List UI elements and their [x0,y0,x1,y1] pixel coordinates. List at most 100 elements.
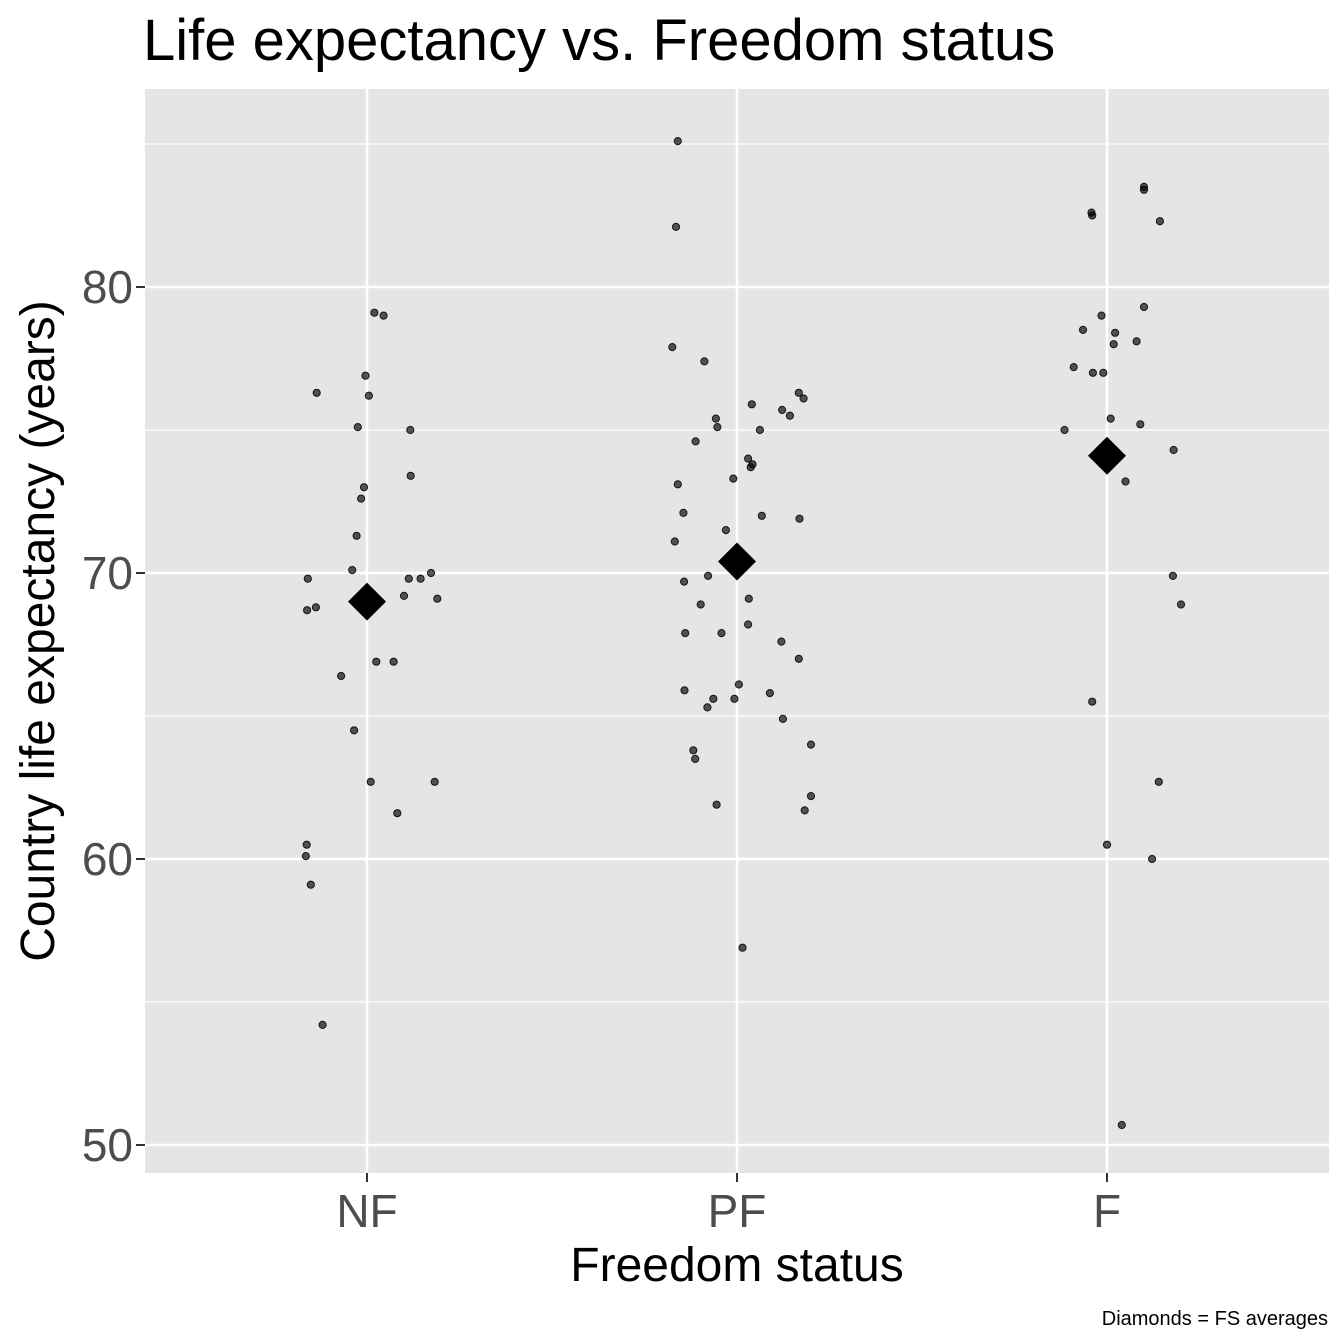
data-point [680,686,689,695]
y-axis-title: Country life expectancy (years) [12,300,65,962]
major-gridlines [145,89,1329,1173]
data-point [806,740,816,749]
data-point [389,657,398,666]
data-point [303,606,312,615]
data-point [703,703,712,712]
data-point [748,460,757,469]
data-point [311,603,320,612]
data-point [361,371,370,380]
data-point [366,777,375,786]
data-point [1102,840,1112,849]
data-point [1088,697,1097,706]
data-point [1069,363,1078,372]
average-diamond [348,582,386,621]
data-point [1099,368,1108,377]
data-point [302,840,311,849]
data-point [691,437,700,446]
data-point [778,405,787,415]
x-tick-label: F [1093,1185,1121,1237]
data-point [734,680,744,689]
data-point [757,511,766,520]
data-point [1109,340,1118,349]
data-point [671,222,681,231]
data-point [747,400,756,409]
data-point [799,394,808,403]
x-axis-title: Freedom status [570,1239,903,1292]
data-point [713,423,722,432]
y-tick-label: 70 [82,547,133,599]
data-point [717,629,726,638]
x-tick-label: PF [708,1185,767,1237]
average-diamond [1088,436,1126,475]
data-point [1139,302,1149,312]
data-point [312,388,321,397]
data-point [709,694,718,703]
data-point [1139,182,1149,191]
data-point [696,600,705,609]
data-point [430,777,439,786]
data-point [681,629,690,638]
data-point [670,537,679,546]
data-point [393,809,402,818]
data-points [301,137,1186,1130]
data-point [673,480,682,489]
data-point [785,411,795,420]
chart-caption: Diamonds = FS averages [1102,1308,1328,1330]
data-point [372,657,381,666]
data-point [1117,1120,1126,1130]
data-point [673,137,682,146]
data-point [680,577,689,586]
data-point [301,852,310,861]
chart-title: Life expectancy vs. Freedom status [143,8,1055,73]
data-point [1155,217,1165,226]
data-point [416,574,425,583]
data-point [1060,425,1069,435]
data-point [744,620,753,629]
data-point [800,806,809,815]
data-point [1132,337,1141,346]
data-point [729,474,738,483]
data-point [704,571,713,581]
data-point [406,471,415,480]
data-point [318,1020,327,1030]
data-point [399,591,409,601]
average-diamond [718,542,756,581]
data-point [350,726,359,735]
x-tick-label: NF [336,1185,397,1237]
data-point [712,800,721,809]
data-point [370,308,379,317]
data-point [303,574,312,583]
data-point [353,423,362,432]
data-point [744,594,753,603]
data-point [1121,477,1130,486]
data-point [1176,600,1186,609]
data-point [795,514,804,523]
data-point [1168,571,1178,581]
average-diamonds [348,436,1126,621]
data-point [364,391,373,400]
data-point [406,425,415,435]
data-point [433,594,442,603]
data-point [348,566,357,575]
data-point [426,568,436,578]
data-point [379,311,388,320]
data-point [1111,328,1120,337]
data-point [744,454,753,463]
y-tick-label: 60 [82,833,133,885]
data-point [1078,325,1088,334]
y-tick-label: 80 [82,261,133,313]
data-point [1136,420,1145,429]
data-point [794,388,803,397]
data-point [1154,777,1163,786]
y-tick-label: 50 [82,1119,133,1171]
data-point [691,754,700,764]
data-point [730,694,739,703]
data-point [738,943,747,952]
data-point [1106,414,1115,423]
data-point [668,343,677,352]
data-point [765,689,775,698]
data-point [777,637,786,646]
data-point [1148,854,1157,864]
data-point [721,526,731,535]
